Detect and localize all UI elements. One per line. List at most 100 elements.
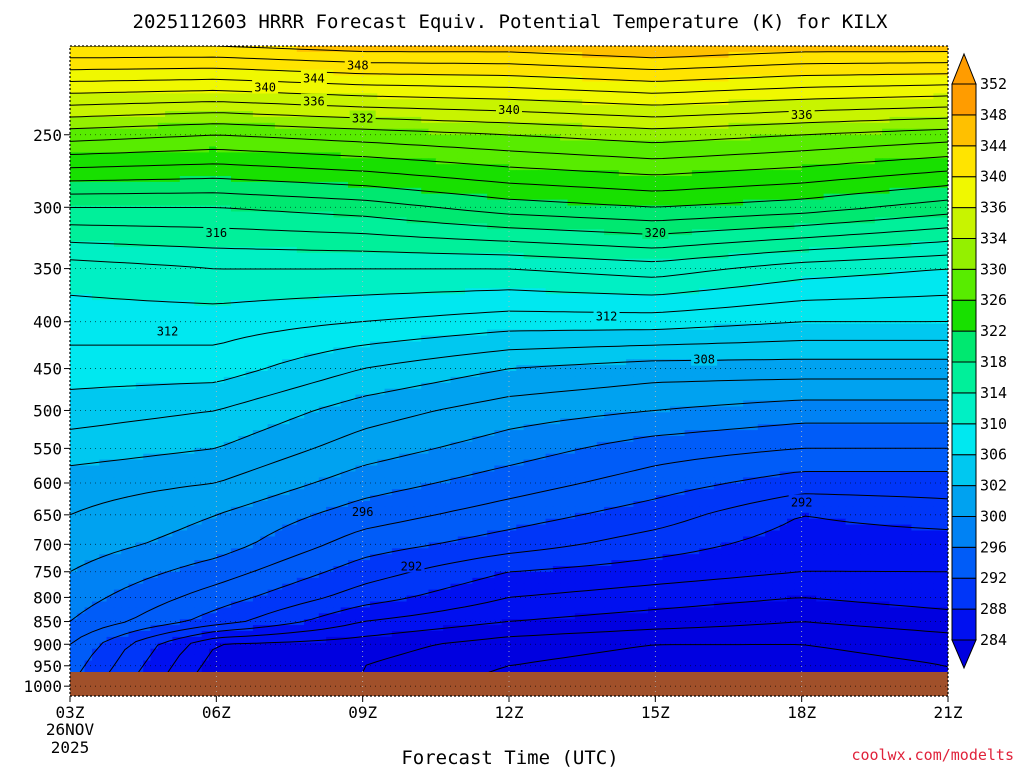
field-cell [245, 158, 254, 165]
field-cell [750, 81, 759, 88]
field-cell [435, 105, 444, 112]
field-cell [633, 46, 642, 53]
field-cell [399, 241, 408, 248]
field-cell [509, 193, 517, 201]
field-cell [157, 288, 166, 295]
field-cell [450, 187, 459, 195]
field-cell [743, 146, 751, 153]
field-cell [765, 176, 773, 183]
field-cell [501, 211, 510, 218]
field-cell [721, 69, 730, 77]
field-cell [370, 134, 378, 142]
field-cell [750, 93, 759, 100]
field-cell [333, 87, 342, 94]
field-cell [311, 111, 320, 118]
field-cell [918, 223, 927, 230]
field-cell [216, 46, 225, 53]
field-cell [340, 99, 349, 106]
field-cell [691, 235, 700, 242]
field-cell [150, 99, 159, 106]
field-cell [209, 158, 217, 165]
field-cell [670, 63, 678, 71]
field-cell [121, 81, 130, 88]
field-cell [896, 181, 905, 189]
field-cell [187, 146, 195, 153]
field-cell [391, 57, 400, 65]
field-cell [274, 111, 283, 118]
field-cell [604, 122, 612, 130]
field-cell [560, 87, 569, 94]
field-cell [252, 146, 261, 153]
field-cell [611, 122, 620, 130]
field-cell [274, 199, 283, 207]
field-cell [494, 258, 503, 266]
field-cell [882, 51, 890, 59]
field-cell [743, 75, 751, 82]
field-cell [582, 181, 591, 189]
field-cell [179, 140, 188, 147]
field-cell [750, 264, 759, 272]
field-cell [516, 46, 525, 53]
field-cell [911, 282, 920, 289]
field-cell [509, 199, 517, 207]
field-cell [113, 122, 122, 130]
field-cell [823, 181, 832, 189]
field-cell [874, 122, 883, 130]
field-cell [787, 170, 795, 177]
field-cell [743, 57, 751, 65]
field-cell [157, 93, 166, 100]
field-cell [99, 128, 108, 136]
field-cell [84, 205, 93, 212]
field-cell [823, 205, 832, 212]
field-cell [457, 69, 466, 77]
field-cell [377, 122, 386, 130]
field-cell [735, 99, 744, 106]
field-cell [399, 57, 408, 65]
field-cell [77, 128, 86, 136]
field-cell [772, 63, 781, 71]
field-cell [867, 176, 876, 183]
field-cell [538, 223, 547, 230]
field-cell [779, 176, 788, 183]
field-cell [406, 57, 415, 65]
field-cell [443, 211, 451, 218]
field-cell [933, 223, 942, 230]
field-cell [735, 176, 744, 183]
field-cell [735, 211, 744, 218]
field-cell [896, 128, 905, 136]
field-cell [231, 276, 239, 283]
field-cell [435, 57, 444, 65]
field-cell [391, 282, 400, 289]
field-cell [157, 181, 166, 189]
field-cell [428, 99, 437, 106]
field-cell [260, 176, 269, 183]
field-cell [260, 205, 269, 212]
field-cell [809, 158, 817, 165]
field-cell [187, 211, 195, 218]
field-cell [428, 111, 437, 118]
field-cell [677, 140, 686, 147]
field-cell [450, 241, 459, 248]
field-cell [918, 146, 927, 153]
field-cell [333, 252, 342, 260]
field-cell [794, 128, 803, 136]
field-cell [391, 187, 400, 195]
field-cell [699, 252, 708, 260]
field-cell [874, 146, 883, 153]
field-cell [896, 111, 905, 118]
field-cell [721, 282, 730, 289]
field-cell [684, 116, 693, 124]
field-cell [121, 146, 130, 153]
field-cell [340, 140, 349, 147]
field-cell [216, 140, 225, 147]
field-cell [896, 134, 905, 142]
field-cell [326, 241, 334, 248]
field-cell [860, 282, 869, 289]
field-cell [187, 258, 195, 266]
field-cell [633, 282, 642, 289]
field-cell [940, 87, 948, 94]
field-cell [238, 187, 247, 195]
field-cell [889, 276, 898, 283]
field-cell [626, 193, 634, 201]
field-cell [106, 146, 115, 153]
